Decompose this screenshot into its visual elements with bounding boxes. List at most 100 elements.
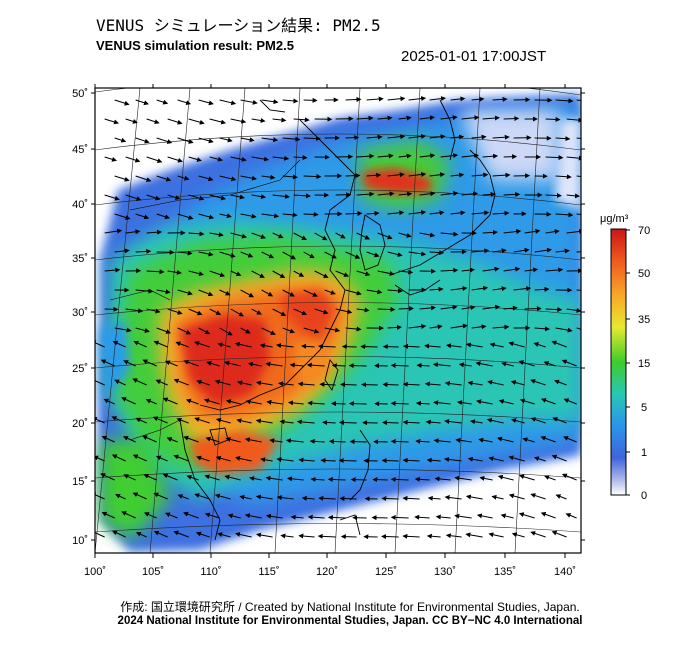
wind-arrow xyxy=(471,248,490,254)
wind-arrow xyxy=(478,437,493,443)
wind-arrow xyxy=(245,399,262,405)
wind-arrow xyxy=(303,211,319,217)
wind-arrow xyxy=(215,455,231,462)
wind-arrow xyxy=(408,171,427,177)
wind-arrow xyxy=(261,213,280,219)
wind-arrow xyxy=(219,175,237,182)
wind-arrow xyxy=(288,400,304,406)
wind-arrow xyxy=(563,398,577,405)
wind-arrow xyxy=(320,457,336,463)
wind-arrow xyxy=(345,173,361,179)
wind-arrow xyxy=(551,454,567,462)
wind-arrow xyxy=(95,340,105,348)
wind-arrow xyxy=(563,436,577,443)
wind-arrow xyxy=(540,398,556,405)
wind-arrow xyxy=(240,99,258,105)
wind-arrow xyxy=(356,153,375,159)
wind-arrow xyxy=(450,172,465,178)
wind-arrow xyxy=(198,137,214,144)
wind-arrow xyxy=(261,289,274,297)
wind-arrow xyxy=(487,380,504,386)
wind-arrow xyxy=(555,327,573,333)
wind-arrow xyxy=(341,344,357,350)
wind-arrow xyxy=(298,533,315,539)
colorbar-tick-label: 1 xyxy=(641,447,647,459)
wind-arrow xyxy=(111,454,126,462)
wind-arrow xyxy=(408,96,427,102)
wind-arrow xyxy=(498,399,514,405)
wind-arrow xyxy=(482,229,498,235)
wind-arrow xyxy=(482,191,496,197)
wind-arrow xyxy=(251,117,266,123)
wind-arrow xyxy=(205,436,220,443)
wind-arrow xyxy=(366,96,384,102)
wind-arrow xyxy=(183,435,199,443)
wind-arrow xyxy=(251,156,269,162)
wind-arrow xyxy=(278,381,294,387)
wind-arrow xyxy=(177,289,193,296)
wind-arrow xyxy=(303,136,321,142)
wind-arrow xyxy=(356,307,370,313)
wind-arrow xyxy=(282,212,298,218)
wind-arrow xyxy=(282,327,295,334)
wind-arrow xyxy=(135,288,154,294)
wind-arrow xyxy=(95,417,105,424)
graticule xyxy=(95,88,581,553)
wind-arrow xyxy=(377,306,396,312)
wind-arrow xyxy=(524,267,539,273)
wind-arrow xyxy=(111,530,126,538)
wind-arrow xyxy=(555,248,570,254)
wind-arrow xyxy=(445,533,462,539)
wind-arrow xyxy=(398,115,412,121)
wind-arrow xyxy=(125,118,138,124)
wind-arrow xyxy=(125,194,142,201)
wind-arrow xyxy=(132,378,147,386)
wind-arrow xyxy=(121,511,136,519)
wind-arrow xyxy=(195,531,210,538)
wind-arrow xyxy=(114,99,130,106)
wind-arrow xyxy=(307,514,325,520)
wind-arrow xyxy=(366,251,380,258)
wind-arrow xyxy=(272,270,286,278)
wind-arrow xyxy=(188,308,203,316)
wind-arrow xyxy=(543,361,556,367)
wind-arrow xyxy=(398,153,412,159)
wind-arrow xyxy=(198,99,214,106)
wind-arrow xyxy=(530,493,546,500)
wind-arrow xyxy=(444,418,462,424)
wind-arrow xyxy=(387,172,405,178)
wind-arrow xyxy=(387,324,402,330)
wind-arrow xyxy=(198,175,214,182)
wind-arrow xyxy=(461,305,476,311)
wind-arrow xyxy=(566,307,581,313)
wind-arrow xyxy=(440,231,459,237)
wind-arrow xyxy=(503,305,518,311)
wind-vectors xyxy=(95,96,581,540)
wind-arrow xyxy=(276,342,294,348)
wind-arrow xyxy=(492,324,510,330)
wind-arrow xyxy=(188,118,205,125)
wind-arrow xyxy=(534,247,552,253)
copyright-line: 2024 National Institute for Environmenta… xyxy=(117,615,583,627)
colorbar-tick-label: 70 xyxy=(638,225,650,237)
wind-arrow xyxy=(382,420,399,426)
map-frame xyxy=(94,87,582,554)
wind-arrow xyxy=(492,96,508,102)
wind-arrow xyxy=(555,136,571,142)
wind-arrow xyxy=(303,251,315,259)
wind-arrow xyxy=(345,289,362,296)
colorbar-tick-label: 0 xyxy=(641,490,647,502)
wind-arrow xyxy=(335,270,350,277)
wind-arrow xyxy=(503,191,521,197)
wind-arrow xyxy=(497,474,514,481)
wind-arrow xyxy=(101,511,115,519)
wind-arrow xyxy=(261,251,275,259)
wind-arrow xyxy=(338,420,357,426)
title-english: VENUS simulation result: PM2.5 xyxy=(96,38,294,53)
wind-arrow xyxy=(153,492,168,500)
wind-arrow xyxy=(471,96,485,102)
wind-arrow xyxy=(377,232,393,240)
wind-arrow xyxy=(508,455,525,462)
lon-tick-label: 125˚ xyxy=(375,566,397,578)
wind-arrow xyxy=(545,116,561,122)
